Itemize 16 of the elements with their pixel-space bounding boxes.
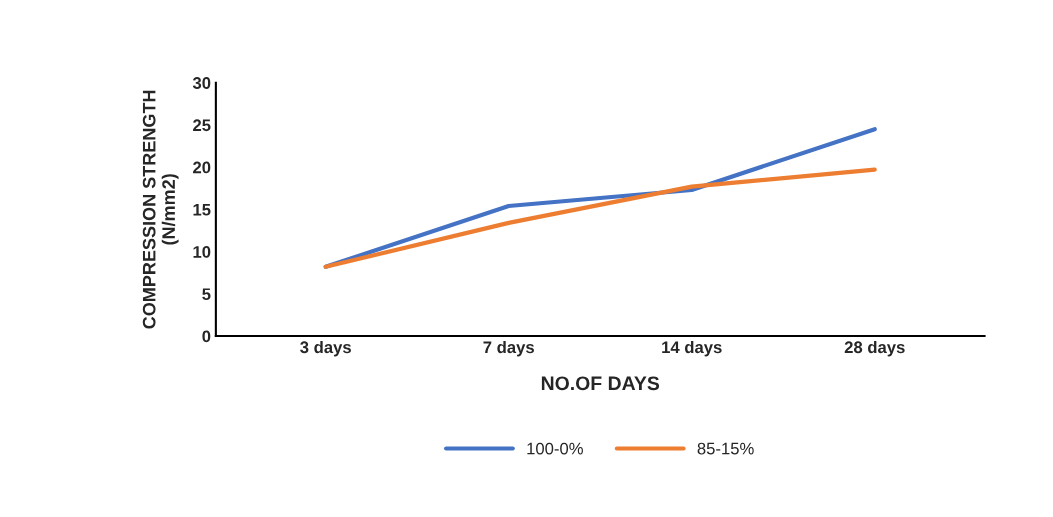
y-tick-label: 15 [193,203,211,216]
legend-label: 100-0% [527,442,583,455]
y-tick-label: 0 [202,330,211,343]
y-tick-label: 30 [192,77,211,89]
x-tick-label: 28 days [844,340,905,357]
y-tick-label: 10 [193,246,211,258]
x-tick-label: 14 days [662,340,722,357]
legend-label: 85-15% [697,442,754,455]
y-tick-label: 5 [202,288,211,301]
y-axis-title: COMPRESSION STRENGTH (N/mm2) [142,90,179,329]
y-tick-label: 20 [193,161,211,174]
x-tick-label: 7 days [483,340,534,357]
x-axis-title: NO.OF DAYS [541,376,660,391]
y-tick-label: 25 [193,119,211,132]
x-tick-label: 3 days [300,340,351,357]
line-series [323,167,877,269]
